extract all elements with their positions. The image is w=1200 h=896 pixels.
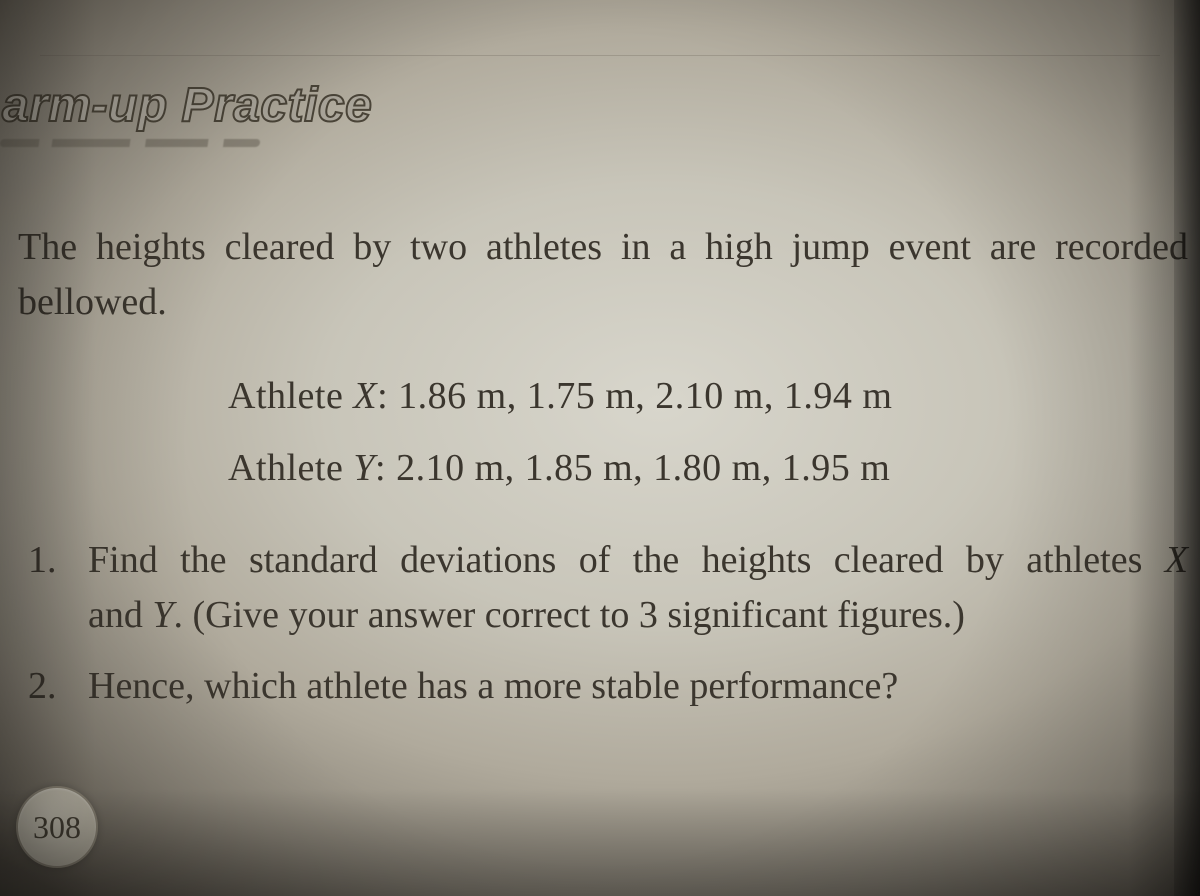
q1-line2-rest: . (Give your answer correct to 3 signifi… <box>174 594 965 636</box>
section-header: arm-up Practice <box>0 78 372 157</box>
athlete-x-var: X <box>353 375 377 417</box>
intro-line-1: The heights cleared by two athletes in a… <box>18 220 1188 275</box>
athlete-x-label: Athlete <box>228 375 353 417</box>
intro-line-2: bellowed. <box>18 275 1188 330</box>
section-title: arm-up Practice <box>0 78 372 133</box>
question-2-number: 2. <box>18 659 88 714</box>
question-list: 1. Find the standard deviations of the h… <box>18 533 1188 714</box>
question-1-body: Find the standard deviations of the heig… <box>88 533 1188 643</box>
question-2-body: Hence, which athlete has a more stable p… <box>88 659 1188 714</box>
athlete-y-row: Athlete Y: 2.10 m, 1.85 m, 1.80 m, 1.95 … <box>228 432 1188 504</box>
athlete-x-values: 1.86 m, 1.75 m, 2.10 m, 1.94 m <box>398 375 892 417</box>
page-number-badge: 308 <box>16 786 98 868</box>
athlete-y-values: 2.10 m, 1.85 m, 1.80 m, 1.95 m <box>396 447 890 489</box>
question-1-number: 1. <box>18 533 88 643</box>
q1-line2: and Y. (Give your answer correct to 3 si… <box>88 588 1188 643</box>
athlete-x-sep: : <box>377 375 398 417</box>
header-underline-swoosh <box>0 139 260 157</box>
faint-top-rule <box>40 55 1160 56</box>
page-right-shadow <box>1174 0 1200 896</box>
question-1: 1. Find the standard deviations of the h… <box>18 533 1188 643</box>
q1-line2-var: Y <box>152 594 173 636</box>
athlete-y-var: Y <box>353 447 375 489</box>
athlete-y-sep: : <box>375 447 396 489</box>
question-2: 2. Hence, which athlete has a more stabl… <box>18 659 1188 714</box>
q1-line2-and: and <box>88 594 152 636</box>
athlete-data-block: Athlete X: 1.86 m, 1.75 m, 2.10 m, 1.94 … <box>228 360 1188 504</box>
page-body: The heights cleared by two athletes in a… <box>18 220 1188 730</box>
athlete-y-label: Athlete <box>228 447 353 489</box>
q1-line1-text: Find the standard deviations of the heig… <box>88 539 1165 581</box>
athlete-x-row: Athlete X: 1.86 m, 1.75 m, 2.10 m, 1.94 … <box>228 360 1188 432</box>
page-number: 308 <box>33 809 81 846</box>
